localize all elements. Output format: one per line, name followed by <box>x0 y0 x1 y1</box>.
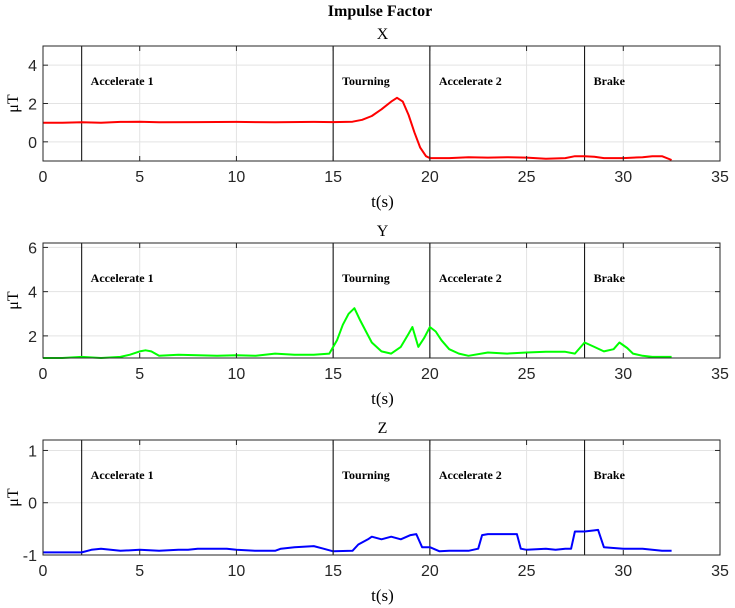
panel-x-xtick-label-4: 20 <box>421 169 439 186</box>
panel-x-xtick-label-6: 30 <box>614 169 632 186</box>
panel-z-ylabel: μT <box>5 488 22 507</box>
panel-y-ytick-label-0: 6 <box>28 240 37 257</box>
panel-x-phase-label-3: Brake <box>594 74 626 88</box>
panel-x-xtick-label-2: 10 <box>228 169 246 186</box>
panel-z-series-line <box>43 528 672 554</box>
panel-z-title: Z <box>378 420 388 437</box>
panel-x-phase-label-0: Accelerate 1 <box>91 74 154 88</box>
panel-y-plot-area <box>43 243 720 358</box>
panel-y-xtick-label-4: 20 <box>421 366 439 383</box>
panel-x-xlabel: t(s) <box>371 192 394 211</box>
panel-z-xlabel: t(s) <box>371 586 394 605</box>
panel-z-xtick-label-1: 5 <box>135 563 144 580</box>
panel-x-phase-label-2: Accelerate 2 <box>439 74 502 88</box>
panel-y: 0 5 10 15 20 25 30 35 6 4 2 Yt(s) μT Accelerate 1 Tour… <box>5 223 729 408</box>
panel-x-title: X <box>377 26 389 43</box>
panel-z-phase-label-2: Accelerate 2 <box>439 468 502 482</box>
panel-y-xtick-label-2: 10 <box>228 366 246 383</box>
panel-x-phase-label-1: Tourning <box>342 74 390 88</box>
panel-x-xtick-label-1: 5 <box>135 169 144 186</box>
panel-y-ytick-label-2: 2 <box>28 329 37 346</box>
panel-z-xtick-label-2: 10 <box>228 563 246 580</box>
panel-x-series-line <box>43 96 672 161</box>
panel-x-ytick-label-1: 2 <box>28 97 37 114</box>
panel-z-phase-label-1: Tourning <box>342 468 390 482</box>
panel-z-xtick-label-0: 0 <box>39 563 48 580</box>
panel-x-ytick-label-0: 4 <box>28 58 37 75</box>
panel-z-ytick-label-1: 0 <box>28 496 37 513</box>
panel-x-xtick-label-5: 25 <box>518 169 536 186</box>
panel-y-xlabel: t(s) <box>371 389 394 408</box>
panel-y-axes-box <box>42 242 721 359</box>
panel-y-xtick-label-0: 0 <box>39 366 48 383</box>
panel-y-phase-label-3: Brake <box>594 271 626 285</box>
panel-x-ytick-label-2: 0 <box>28 135 37 152</box>
panel-y-phase-label-2: Accelerate 2 <box>439 271 502 285</box>
figure-title: Impulse Factor <box>328 3 432 20</box>
panel-x-xtick-label-7: 35 <box>711 169 729 186</box>
panel-z-phase-label-3: Brake <box>594 468 626 482</box>
panel-y-ytick-label-1: 4 <box>28 285 37 302</box>
panel-y-xtick-label-3: 15 <box>324 366 342 383</box>
panel-z-axes-box <box>42 439 721 556</box>
panel-z-ytick-label-0: 1 <box>28 443 37 460</box>
panel-y-series-line <box>43 307 672 359</box>
panel-x-xtick-label-0: 0 <box>39 169 48 186</box>
panel-y-xtick-label-5: 25 <box>518 366 536 383</box>
panel-z-xtick-label-7: 35 <box>711 563 729 580</box>
panel-z-xtick-label-4: 20 <box>421 563 439 580</box>
panel-y-ylabel: μT <box>5 291 22 310</box>
panel-y-xtick-label-6: 30 <box>614 366 632 383</box>
panel-z-xtick-label-5: 25 <box>518 563 536 580</box>
panel-z-ytick-label-2: -1 <box>23 548 37 565</box>
panel-z-xtick-label-6: 30 <box>614 563 632 580</box>
panel-z-xtick-label-3: 15 <box>324 563 342 580</box>
panel-y-phase-label-1: Tourning <box>342 271 390 285</box>
panel-z-phase-label-0: Accelerate 1 <box>91 468 154 482</box>
panel-x-ylabel: μT <box>5 94 22 113</box>
panel-y-title: Y <box>377 223 389 240</box>
panel-y-xtick-label-1: 5 <box>135 366 144 383</box>
panel-z-plot-area <box>43 440 720 555</box>
panel-y-xtick-label-7: 35 <box>711 366 729 383</box>
panel-x-xtick-label-3: 15 <box>324 169 342 186</box>
panel-y-phase-label-0: Accelerate 1 <box>91 271 154 285</box>
